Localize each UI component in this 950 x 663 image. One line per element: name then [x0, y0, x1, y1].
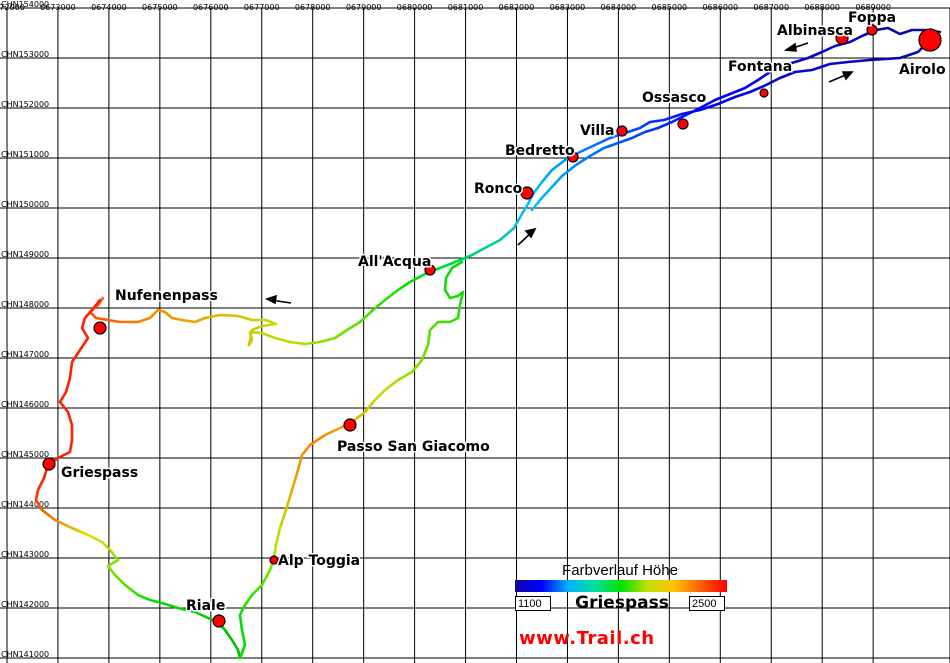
arrow-icon-3 — [517, 227, 537, 246]
y-tick-label: CHN151000 — [1, 150, 49, 159]
arrow-icon-4 — [264, 294, 292, 305]
altitude-legend: Farbverlauf Höhe 1100 Griespass 2500 — [513, 563, 727, 615]
legend-title: Farbverlauf Höhe — [562, 562, 678, 579]
x-tick-label: 0685000 — [652, 3, 688, 12]
place-label-all-acqua: All'Acqua — [358, 254, 431, 270]
track-descent-west — [34, 298, 242, 660]
y-tick-label: CHN148000 — [1, 300, 49, 309]
x-tick-label: 0679000 — [346, 3, 382, 12]
place-label-foppa: Foppa — [848, 10, 896, 26]
x-tick-label: 0678000 — [295, 3, 331, 12]
y-tick-label: CHN146000 — [1, 400, 49, 409]
x-tick-label: 0676000 — [193, 3, 229, 12]
place-label-airolo: Airolo — [899, 62, 946, 78]
y-tick-label: CHN150000 — [1, 200, 49, 209]
y-tick-label: CHN141000 — [1, 650, 49, 659]
x-tick-label: 0687000 — [753, 3, 789, 12]
track-valley-lower — [247, 38, 932, 347]
x-axis-labels: 0672000 0673000 0674000 0675000 0676000 06770… — [0, 3, 891, 12]
y-tick-label: CHN153000 — [1, 50, 49, 59]
track-descent-east — [238, 260, 465, 660]
x-tick-label: 0684000 — [601, 3, 637, 12]
x-tick-label: 0683000 — [550, 3, 586, 12]
arrow-icon-2 — [828, 71, 854, 83]
place-marker-ossasco — [677, 118, 689, 130]
place-label-albinasca: Albinasca — [777, 23, 853, 39]
x-tick-label: 0686000 — [702, 3, 738, 12]
legend-max-altitude: 2500 — [689, 596, 725, 611]
legend-min-altitude: 1100 — [515, 596, 551, 611]
track-pass-section — [88, 296, 278, 347]
track-valley-upper — [530, 26, 942, 212]
place-marker-nufenenpass — [93, 321, 107, 335]
place-label-ossasco: Ossasco — [642, 90, 707, 106]
coordinate-grid — [0, 7, 950, 663]
x-tick-label: 0682000 — [499, 3, 535, 12]
x-tick-label: 0688000 — [804, 3, 840, 12]
brand-url[interactable]: www.Trail.ch — [519, 628, 655, 649]
y-tick-label: CHN145000 — [1, 450, 49, 459]
place-marker-all-acqua — [424, 264, 436, 276]
x-tick-label: 0689000 — [855, 3, 891, 12]
place-marker-alp-toggia — [269, 555, 279, 565]
place-label-griespass: Griespass — [61, 465, 138, 481]
place-marker-airolo — [918, 28, 942, 52]
x-tick-label: 0681000 — [448, 3, 484, 12]
arrow-icon-1 — [783, 42, 809, 52]
place-marker-riale — [212, 614, 226, 628]
y-axis-labels: CHN154000 CHN153000 CHN152000 CHN151000 CHN1… — [1, 0, 49, 659]
gps-track — [34, 26, 942, 660]
place-marker-passo-san-giacomo — [343, 418, 357, 432]
direction-arrows — [264, 42, 854, 305]
y-tick-label: CHN147000 — [1, 350, 49, 359]
place-marker-villa — [616, 125, 628, 137]
place-marker-bedretto — [567, 151, 579, 163]
place-marker-albinasca — [835, 31, 849, 45]
place-label-villa: Villa — [580, 123, 614, 139]
x-tick-label: 0674000 — [91, 3, 127, 12]
y-tick-label: CHN149000 — [1, 250, 49, 259]
x-tick-label: 0673000 — [40, 3, 76, 12]
y-tick-label: CHN142000 — [1, 600, 49, 609]
x-tick-label: 0677000 — [244, 3, 280, 12]
place-label-bedretto: Bedretto — [505, 143, 575, 159]
place-label-ronco: Ronco — [474, 181, 523, 197]
y-tick-label: CHN152000 — [1, 100, 49, 109]
altitude-color-bar — [515, 580, 727, 592]
place-label-fontana: Fontana — [728, 59, 792, 75]
place-marker-foppa — [866, 24, 878, 36]
place-marker-fontana — [759, 88, 769, 98]
place-label-alp-toggia: Alp Toggia — [278, 553, 360, 569]
x-tick-label: 0680000 — [397, 3, 433, 12]
x-tick-label: 0672000 — [0, 3, 25, 12]
y-tick-label: CHN154000 — [1, 0, 49, 9]
y-tick-label: CHN144000 — [1, 500, 49, 509]
y-tick-label: CHN143000 — [1, 550, 49, 559]
place-label-riale: Riale — [186, 598, 225, 614]
place-marker-griespass — [42, 457, 56, 471]
place-label-passo-san-giacomo: Passo San Giacomo — [337, 439, 490, 455]
x-tick-label: 0675000 — [142, 3, 178, 12]
route-name: Griespass — [575, 593, 669, 613]
place-label-nufenenpass: Nufenenpass — [115, 288, 218, 304]
place-marker-ronco — [520, 186, 534, 200]
